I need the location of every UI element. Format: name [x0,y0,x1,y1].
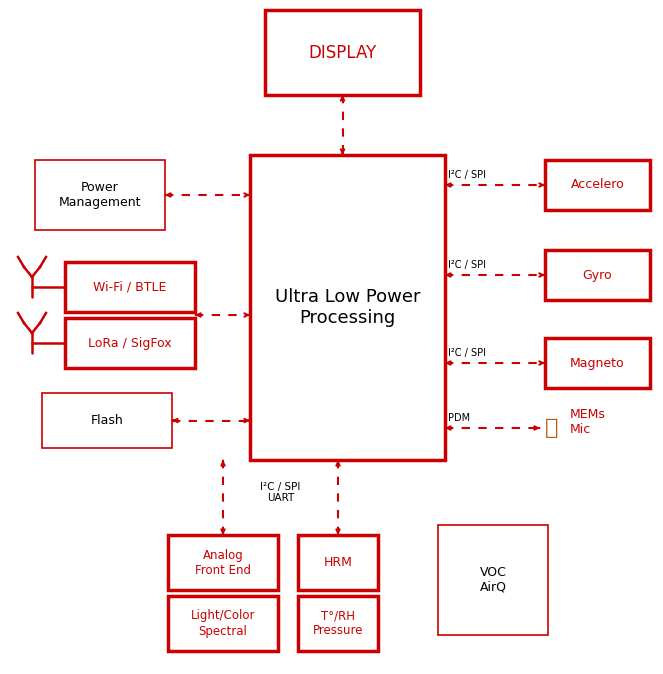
Text: I²C / SPI: I²C / SPI [448,170,486,180]
Bar [65,318,195,368]
Text: T°/RH
Pressure: T°/RH Pressure [313,609,363,638]
Text: Analog
Front End: Analog Front End [195,549,251,576]
Bar [168,596,278,651]
Text: DISPLAY: DISPLAY [308,44,377,61]
Text: LoRa / SigFox: LoRa / SigFox [88,336,172,350]
Bar [250,155,445,460]
Text: I²C / SPI
UART: I²C / SPI UART [261,482,301,503]
Bar [298,535,378,590]
Text: I²C / SPI: I²C / SPI [448,348,486,358]
Bar [438,525,548,635]
Bar [35,160,165,230]
Text: Accelero: Accelero [571,179,625,191]
Text: Power
Management: Power Management [59,181,141,209]
Text: Magneto: Magneto [570,357,625,369]
Text: 🎤: 🎤 [545,418,558,438]
Text: HRM: HRM [324,556,353,569]
Text: VOC
AirQ: VOC AirQ [479,566,507,594]
Bar [42,393,172,448]
Bar [65,262,195,312]
Text: MEMs
Mic: MEMs Mic [570,408,606,436]
Text: Light/Color
Spectral: Light/Color Spectral [191,609,255,638]
Bar [545,338,650,388]
Text: Flash: Flash [91,414,123,427]
Bar [265,10,420,95]
Text: Gyro: Gyro [583,268,613,282]
Bar [298,596,378,651]
Bar [545,160,650,210]
Bar [168,535,278,590]
Text: PDM: PDM [448,413,470,423]
Bar [545,250,650,300]
Text: Wi-Fi / BTLE: Wi-Fi / BTLE [93,280,166,293]
Text: I²C / SPI: I²C / SPI [448,260,486,270]
Text: Ultra Low Power
Processing: Ultra Low Power Processing [274,288,420,327]
